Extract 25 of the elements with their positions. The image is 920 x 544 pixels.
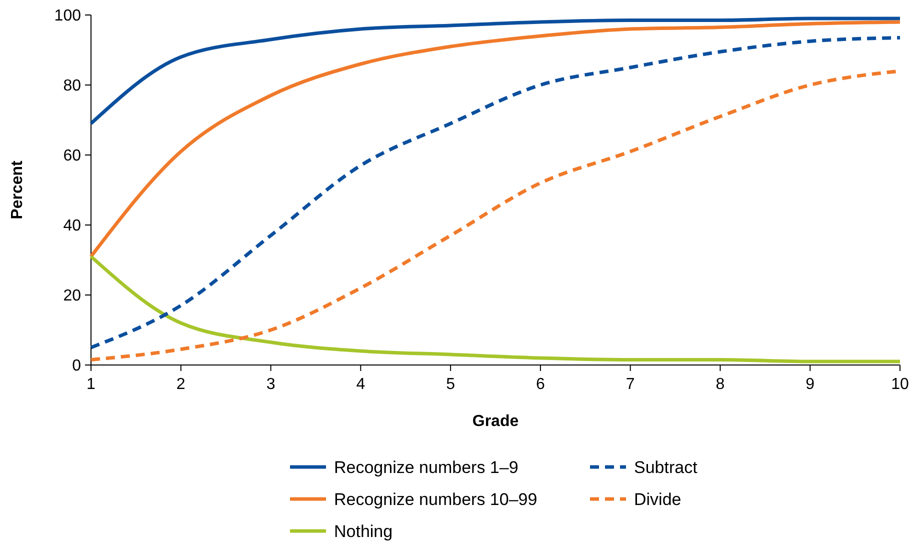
- legend-label: Recognize numbers 10–99: [334, 490, 538, 509]
- x-tick-label: 8: [716, 376, 725, 393]
- x-tick-label: 5: [446, 376, 456, 393]
- legend-label: Nothing: [334, 522, 393, 541]
- y-axis-title: Percent: [9, 160, 26, 220]
- legend-label: Divide: [634, 490, 682, 509]
- x-tick-label: 4: [356, 376, 366, 393]
- x-tick-label: 3: [266, 376, 276, 393]
- legend-label: Recognize numbers 1–9: [334, 458, 518, 477]
- x-tick-label: 9: [806, 376, 815, 393]
- x-tick-label: 7: [626, 376, 635, 393]
- y-tick-label: 40: [63, 218, 82, 235]
- x-tick-label: 1: [86, 376, 96, 393]
- x-tick-label: 2: [176, 376, 186, 393]
- y-tick-label: 0: [72, 358, 82, 375]
- y-tick-label: 20: [63, 288, 82, 305]
- line-series: [89, 20, 902, 258]
- x-tick-label: 6: [536, 376, 545, 393]
- legend-label: Subtract: [634, 458, 698, 477]
- y-tick-label: 60: [63, 148, 82, 165]
- x-tick-label: 10: [891, 376, 909, 393]
- x-axis-title: Grade: [472, 413, 519, 430]
- y-tick-label: 100: [54, 8, 82, 25]
- y-tick-label: 80: [63, 78, 82, 95]
- line-series: [89, 16, 902, 126]
